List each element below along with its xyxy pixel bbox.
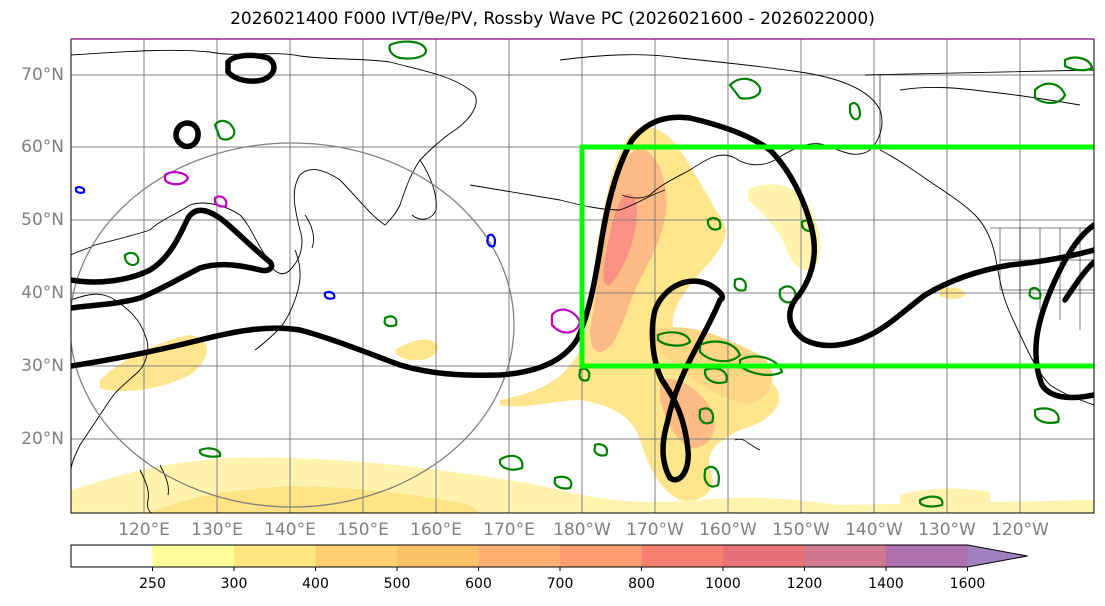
coast-alaska [559, 54, 883, 199]
colorbar-segment [641, 545, 723, 567]
colorbar-segment [152, 545, 234, 567]
colorbar-segment [234, 545, 316, 567]
lon-label: 150°E [337, 520, 389, 540]
colorbar-tick-label: 600 [465, 576, 492, 592]
colorbar-tick-label: 1000 [705, 576, 741, 592]
colorbar-segment [560, 545, 642, 567]
colorbar-segment [886, 545, 968, 567]
lon-label: 130°W [918, 520, 976, 540]
pv-east-branch [1033, 222, 1094, 401]
lon-label: 170°E [483, 520, 535, 540]
coast-na-north [864, 69, 1094, 106]
colorbar [70, 544, 1028, 571]
colorbar-tick-label: 1400 [868, 576, 904, 592]
lat-label-70: 70°N [21, 65, 64, 85]
lon-label: 160°W [699, 520, 757, 540]
ivt-patch-160e [395, 339, 439, 361]
region-box [579, 144, 1094, 369]
lon-label: 160°E [410, 520, 462, 540]
blue-contours [74, 186, 496, 300]
colorbar-tick-label: 400 [302, 576, 329, 592]
lon-label: 170°W [626, 520, 684, 540]
lat-label-60: 60°N [21, 137, 64, 157]
lon-label: 120°E [118, 520, 170, 540]
pv-trough-loop [649, 278, 725, 483]
colorbar-segment [804, 545, 886, 567]
colorbar-outline [70, 544, 1028, 568]
colorbar-segment [478, 545, 560, 567]
colorbar-segment [71, 545, 153, 567]
lat-label-40: 40°N [21, 283, 64, 303]
ivt-band-south-core [150, 486, 480, 513]
pv-east-branch-2 [1062, 259, 1094, 303]
colorbar-tick-label: 1600 [949, 576, 986, 592]
colorbar-extend-arrow [967, 545, 1028, 567]
pv-contours [71, 52, 1094, 483]
colorbar-segment [397, 545, 479, 567]
ivt-plume-core [603, 194, 637, 286]
reference-circle [71, 142, 515, 508]
colorbar-tick-label: 1200 [786, 576, 823, 592]
ivt-patch-japan [100, 335, 207, 392]
lon-label: 140°E [264, 520, 316, 540]
colorbar-segment [315, 545, 397, 567]
pv-ring-north [225, 52, 277, 84]
pv-north-west-loop [71, 207, 275, 311]
lat-label-30: 30°N [21, 356, 64, 376]
map-title: 2026021400 F000 IVT/θe/PV, Rossby Wave P… [230, 9, 875, 29]
map-area [71, 39, 1094, 513]
ivt-patch-se [900, 488, 990, 505]
colorbar-tick-label: 500 [383, 576, 411, 592]
lat-label-50: 50°N [21, 210, 64, 230]
lon-label: 130°E [191, 520, 243, 540]
pv-small-ring [173, 120, 201, 150]
pv-main-line [71, 114, 1094, 378]
theta-e-contours [123, 40, 1094, 508]
colorbar-tick-label: 800 [628, 576, 655, 592]
coast-na-west [879, 149, 1094, 406]
coast-hawaii [734, 438, 761, 451]
lon-label: 180°W [553, 520, 611, 540]
coast-kamchatka [411, 159, 437, 220]
magenta-contours [163, 171, 582, 334]
border-canada-us [879, 75, 1094, 229]
coast-korea-china [71, 293, 149, 471]
colorbar-tick-label: 250 [139, 576, 166, 592]
coast-japan [254, 214, 315, 351]
colorbar-tick-label: 700 [546, 576, 574, 592]
lat-label-20: 20°N [21, 429, 64, 449]
coast-asia-north [71, 49, 477, 226]
colorbar-segment [723, 545, 805, 567]
coast-philippines [139, 464, 169, 513]
colorbar-tick-label: 300 [220, 576, 248, 592]
lon-label: 150°W [772, 520, 830, 540]
lon-label: 140°W [845, 520, 903, 540]
lon-label: 120°W [991, 520, 1049, 540]
